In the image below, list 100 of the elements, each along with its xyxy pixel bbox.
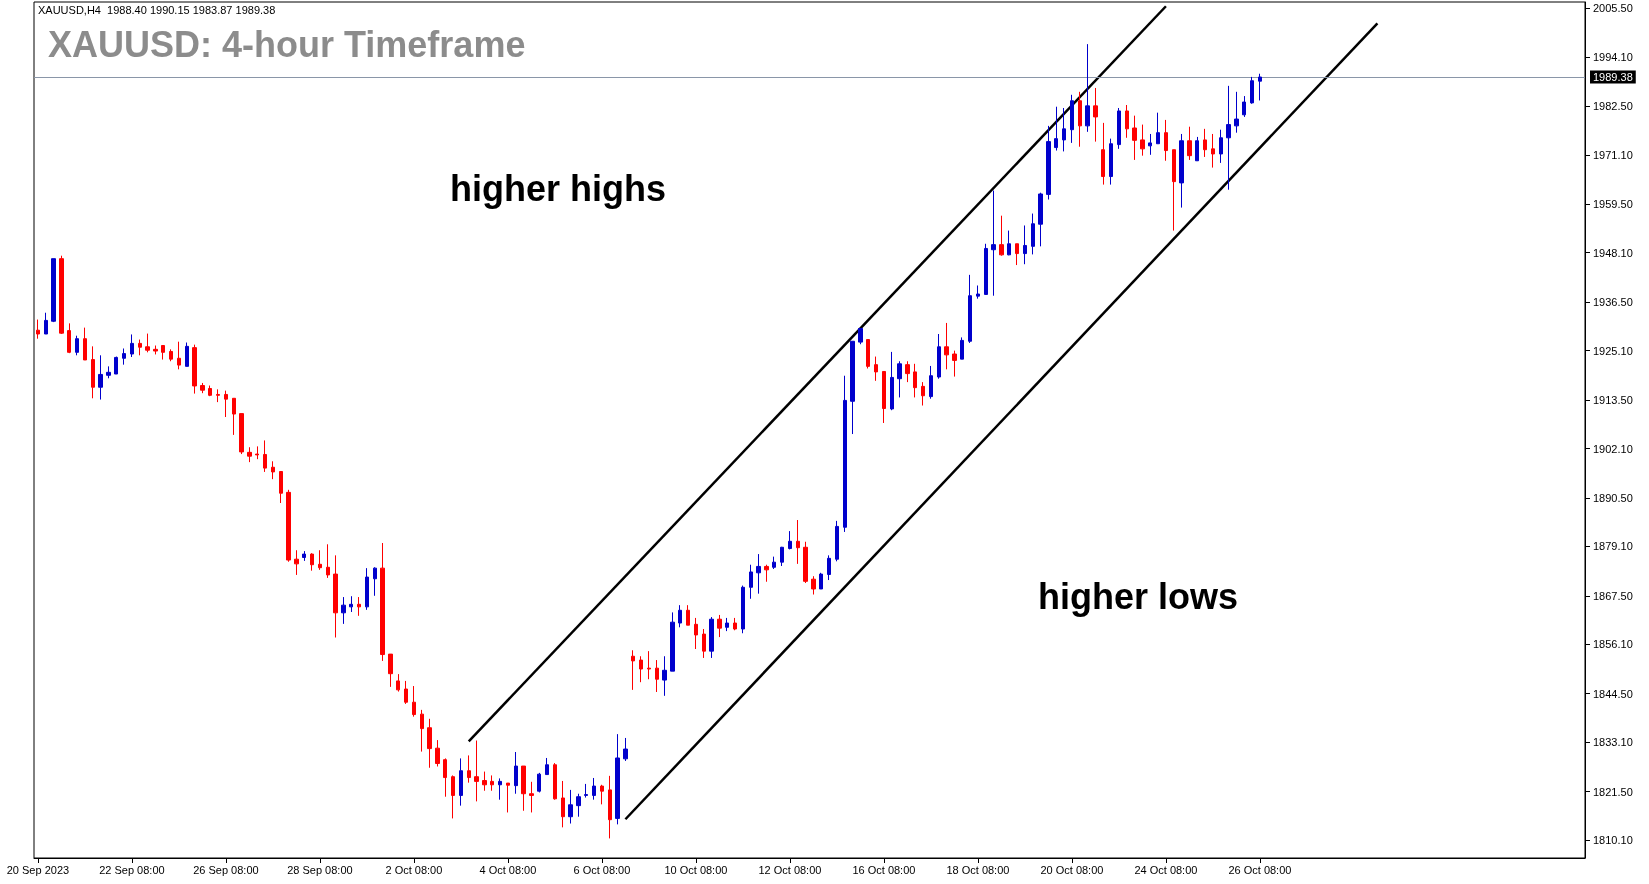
y-tick-label: 1982.50 xyxy=(1593,100,1633,113)
annotation: higher lows xyxy=(1038,575,1239,617)
candlestick xyxy=(1085,43,1090,133)
candlestick xyxy=(561,780,565,828)
candlestick xyxy=(662,655,667,697)
x-tick-label: 26 Sep 08:00 xyxy=(193,863,259,876)
candlestick xyxy=(1242,95,1246,118)
candlestick xyxy=(122,347,126,366)
candlestick xyxy=(545,757,549,776)
candlestick xyxy=(247,446,252,463)
y-tick-label: 1833.10 xyxy=(1593,736,1633,749)
candlestick xyxy=(380,542,385,662)
candlestick xyxy=(529,781,534,813)
candlestick xyxy=(91,345,95,399)
candlestick xyxy=(952,350,957,378)
candlestick xyxy=(803,541,808,584)
candlestick xyxy=(239,413,244,455)
candlestick xyxy=(615,733,620,825)
candlestick xyxy=(796,519,800,565)
candlestick xyxy=(890,351,894,411)
x-tick-label: 18 Oct 08:00 xyxy=(946,863,1010,876)
text: XAUUSD: 4-hour Timeframe xyxy=(48,23,526,65)
candlestick xyxy=(420,709,424,753)
candlestick xyxy=(678,604,682,628)
candlestick xyxy=(725,617,729,632)
candlestick xyxy=(1078,91,1082,148)
candlestick xyxy=(756,553,761,595)
x-tick-label: 26 Oct 08:00 xyxy=(1228,863,1292,876)
candlestick xyxy=(976,284,980,300)
x-tick-label: 6 Oct 08:00 xyxy=(573,863,631,876)
candlestick xyxy=(67,322,71,354)
candlestick xyxy=(702,628,706,659)
candlestick xyxy=(655,659,659,693)
candlestick xyxy=(153,345,158,355)
candlestick xyxy=(1093,87,1098,143)
candlestick xyxy=(1211,133,1215,169)
candlestick xyxy=(36,319,40,340)
candlestick xyxy=(1219,129,1223,164)
candlestick xyxy=(1172,149,1176,232)
y-tick-label: 1971.10 xyxy=(1593,148,1633,161)
candlestick xyxy=(451,774,455,819)
candlestick xyxy=(1164,119,1168,162)
candlestick xyxy=(733,617,737,631)
candlestick xyxy=(741,585,745,634)
x-tick-label: 10 Oct 08:00 xyxy=(664,863,728,876)
candlestick xyxy=(897,360,902,398)
candlestick xyxy=(623,737,628,762)
annotation: XAUUSD,H4 1988.40 1990.15 1983.87 1989.38 xyxy=(38,3,276,16)
candlestick xyxy=(506,782,510,813)
candlestick xyxy=(694,617,698,650)
candlestick xyxy=(819,572,823,590)
candlestick xyxy=(1179,133,1184,209)
y-tick-label: 1948.10 xyxy=(1593,246,1633,259)
y-tick-label: 1844.50 xyxy=(1593,687,1633,700)
candlestick xyxy=(670,611,675,672)
x-tick-label: 16 Oct 08:00 xyxy=(852,863,916,876)
y-tick-label: 1821.50 xyxy=(1593,785,1633,798)
x-tick-label: 4 Oct 08:00 xyxy=(479,863,537,876)
candlestick xyxy=(216,388,220,403)
candlestick xyxy=(333,554,338,639)
candlestick xyxy=(1250,76,1254,105)
candlestick xyxy=(192,344,197,395)
candlestick xyxy=(326,543,330,579)
candlestick xyxy=(780,546,784,567)
candlestick xyxy=(1148,133,1152,156)
candlestick xyxy=(686,604,690,626)
y-tick-label: 1879.10 xyxy=(1593,540,1633,553)
candlestick xyxy=(443,757,447,798)
candlestick xyxy=(1140,124,1145,157)
x-tick-label: 12 Oct 08:00 xyxy=(758,863,822,876)
candlestick xyxy=(592,777,596,801)
candlestick xyxy=(1015,243,1019,266)
candlestick xyxy=(827,554,831,581)
x-tick-label: 2 Oct 08:00 xyxy=(385,863,443,876)
candlestick xyxy=(1046,125,1051,201)
x-tick-label: 20 Oct 08:00 xyxy=(1040,863,1104,876)
candlestick xyxy=(177,341,181,370)
candlestick xyxy=(404,680,408,705)
candlestick xyxy=(263,439,267,473)
candlestick xyxy=(1038,192,1043,247)
ref-line-label: 1989.38 xyxy=(1593,71,1633,83)
y-tick-label: 1810.10 xyxy=(1593,834,1633,847)
annotation: higher highs xyxy=(450,167,666,209)
candlestick xyxy=(600,784,604,805)
x-tick-label: 20 Sep 2023 xyxy=(6,863,70,876)
candlestick xyxy=(1195,136,1199,162)
candlestick xyxy=(279,471,283,504)
candlestick xyxy=(882,370,886,424)
candlestick xyxy=(835,520,839,562)
y-tick-label: 1890.50 xyxy=(1593,491,1633,504)
candlestick xyxy=(482,771,487,792)
candlestick xyxy=(427,718,432,769)
candlestick xyxy=(709,616,714,659)
candlestick xyxy=(905,360,910,383)
candlestick xyxy=(185,342,189,367)
candlestick xyxy=(1062,107,1066,152)
candlestick xyxy=(553,762,557,801)
candlestick xyxy=(294,549,299,576)
candlestick xyxy=(145,333,150,353)
candlestick xyxy=(788,530,792,550)
